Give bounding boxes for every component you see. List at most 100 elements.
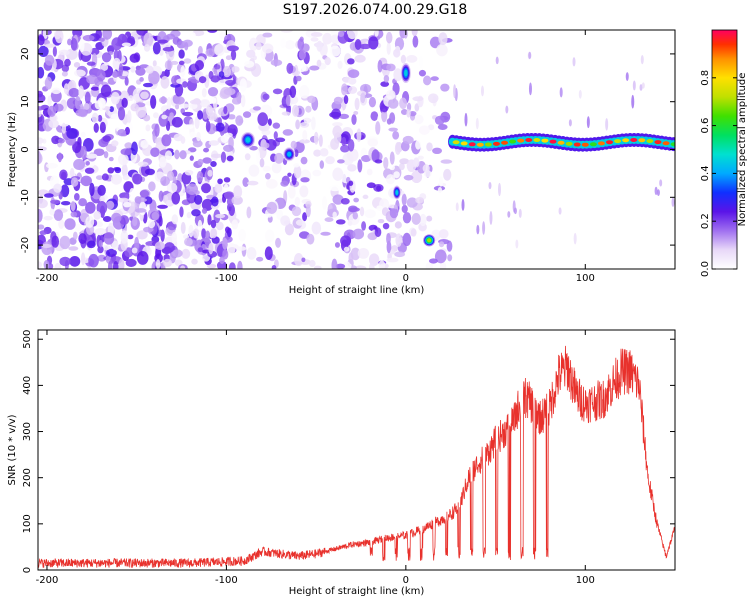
spectrogram-cell bbox=[431, 229, 442, 237]
spectrogram-cell bbox=[495, 56, 499, 65]
spectrogram-cell bbox=[346, 148, 359, 162]
spectrogram-cell bbox=[60, 184, 70, 198]
spectrogram-cell bbox=[210, 97, 217, 104]
spectrogram-cell bbox=[80, 145, 87, 160]
spectrogram-cell bbox=[214, 183, 223, 194]
spectrogram-cell bbox=[324, 217, 334, 222]
spectrogram-cell bbox=[244, 153, 251, 161]
spectrogram-cell bbox=[79, 38, 85, 53]
spectrogram-cell bbox=[194, 60, 205, 71]
spectrogram-cell bbox=[400, 109, 408, 116]
spectrogram-cell bbox=[305, 204, 311, 218]
spectrogram-cell bbox=[340, 83, 348, 96]
spectrogram-cell bbox=[70, 211, 78, 218]
spectrogram-cell bbox=[228, 262, 236, 269]
spectrogram-cell bbox=[206, 263, 217, 269]
spectrogram-cell bbox=[309, 65, 320, 71]
spectrogram-peak bbox=[427, 238, 432, 243]
spectrogram-cell bbox=[197, 110, 204, 120]
spectrogram-cell bbox=[100, 63, 109, 71]
spectrogram-cell bbox=[287, 185, 296, 199]
x-tick-label: 0 bbox=[403, 575, 409, 586]
spectrogram-cell bbox=[226, 155, 234, 162]
spectrogram-cell bbox=[397, 237, 404, 243]
spectrogram-cell bbox=[186, 211, 192, 219]
spectrogram-cell bbox=[122, 174, 130, 181]
spectrogram-cell bbox=[455, 202, 459, 212]
spectrogram-cell bbox=[430, 76, 439, 81]
spectrogram-cell bbox=[184, 169, 194, 176]
spectrogram-cell bbox=[286, 62, 294, 74]
spectrogram-cell bbox=[356, 128, 362, 142]
spectrogram-cell bbox=[58, 218, 65, 229]
spectrogram-cell bbox=[313, 265, 322, 269]
spectrogram-cell bbox=[377, 218, 385, 224]
spectrogram-cell bbox=[333, 96, 343, 105]
spectrogram-cell bbox=[298, 49, 306, 60]
spectrogram-cell bbox=[103, 151, 109, 159]
spectrogram-cell bbox=[207, 30, 218, 33]
spectrogram-cell bbox=[74, 96, 81, 110]
spectrogram-cell bbox=[111, 37, 123, 51]
spectrogram-cell bbox=[174, 149, 180, 160]
spectrogram-cell bbox=[124, 76, 129, 86]
spectrogram-cell bbox=[117, 129, 127, 137]
spectrogram-cell bbox=[434, 115, 445, 125]
spectrogram-cell bbox=[38, 208, 43, 223]
spectrogram-peak bbox=[287, 151, 292, 157]
spectrogram-cell bbox=[153, 112, 159, 119]
spectrogram-cell bbox=[124, 142, 133, 149]
spectrogram-cell bbox=[231, 66, 240, 73]
spectrogram-cell bbox=[120, 230, 129, 244]
spectrogram-cell bbox=[558, 207, 562, 215]
spectrogram-cell bbox=[110, 174, 122, 185]
spectrogram-cell bbox=[402, 232, 412, 247]
spectrogram-cell bbox=[332, 194, 344, 205]
spectrogram-cell bbox=[417, 155, 424, 160]
spectrogram-cell bbox=[438, 176, 444, 187]
spectrogram-cell bbox=[108, 156, 114, 162]
spectrogram-cell bbox=[154, 253, 163, 263]
spectrogram-cell bbox=[150, 95, 157, 109]
spectrogram-cell bbox=[210, 227, 218, 239]
spectrogram-cell bbox=[158, 190, 164, 202]
spectrogram-cell bbox=[61, 71, 68, 77]
spectrogram-cell bbox=[393, 68, 403, 82]
spectrogram-cell bbox=[400, 54, 407, 64]
spectrogram-cell bbox=[191, 209, 201, 217]
y-tick-label: 100 bbox=[22, 514, 33, 533]
spectrogram-cell bbox=[192, 228, 200, 239]
spectrogram-cell bbox=[437, 124, 448, 131]
spectrogram-cell bbox=[171, 191, 181, 205]
spectrogram-cell bbox=[528, 82, 532, 96]
spectrogram-cell bbox=[369, 262, 375, 269]
y-tick-label: 300 bbox=[22, 422, 33, 441]
spectrogram-cell bbox=[83, 103, 90, 110]
spectrogram-cell bbox=[280, 30, 293, 33]
colorbar-tick-label: 0.0 bbox=[700, 261, 711, 277]
spectrogram-cell bbox=[370, 111, 379, 121]
spectrogram-cell bbox=[242, 111, 252, 118]
spectrogram-cell bbox=[121, 97, 128, 108]
spectrogram-cell bbox=[299, 139, 311, 144]
spectrogram-cell bbox=[148, 70, 160, 85]
spectrogram-cell bbox=[84, 91, 91, 105]
spectrogram-cell bbox=[59, 235, 71, 250]
spectrogram-cell bbox=[225, 132, 233, 138]
spectrogram-cell bbox=[197, 247, 204, 253]
spectrogram-cell bbox=[275, 137, 286, 143]
spectrogram-cell bbox=[201, 208, 208, 214]
spectrogram-cell bbox=[343, 246, 350, 252]
x-tick-label: -200 bbox=[36, 273, 59, 284]
spectrogram-cell bbox=[208, 140, 220, 146]
spectrogram-cell bbox=[222, 237, 228, 250]
spectrogram-cell bbox=[266, 201, 278, 214]
spectrogram-cell bbox=[139, 77, 144, 82]
spectrogram-cell bbox=[436, 43, 448, 57]
spectrogram-cell bbox=[163, 258, 172, 268]
spectrogram-cell bbox=[297, 38, 305, 51]
spectrogram-cell bbox=[300, 177, 310, 183]
spectrogram-cell bbox=[214, 43, 225, 57]
spectrogram-cell bbox=[223, 177, 231, 183]
